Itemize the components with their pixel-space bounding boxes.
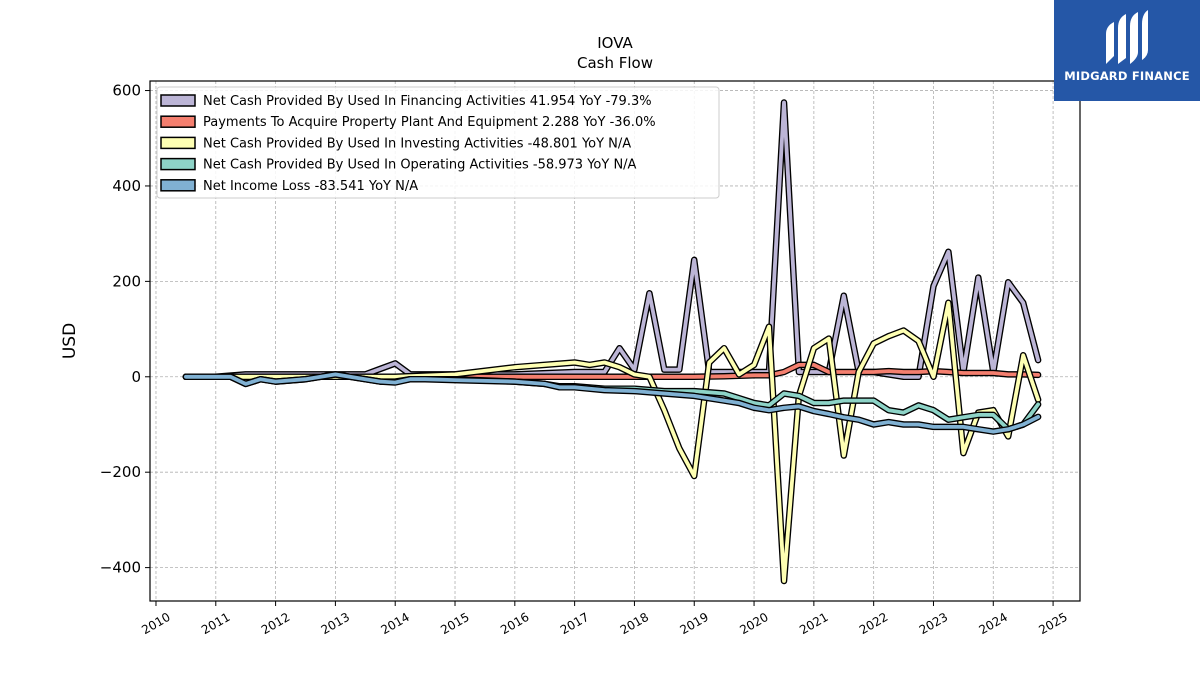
chart-subtitle: Cash Flow xyxy=(577,54,653,72)
series-4 xyxy=(182,371,1042,435)
legend-item: Net Cash Provided By Used In Operating A… xyxy=(160,157,637,173)
y-tick-label: −200 xyxy=(100,463,141,481)
series-line xyxy=(184,100,1040,379)
midgard-logo-icon xyxy=(1106,10,1148,64)
legend-swatch xyxy=(160,157,196,171)
series-line xyxy=(184,300,1040,583)
x-tick-label: 2020 xyxy=(737,610,770,637)
series-0 xyxy=(182,99,1042,381)
plot-frame xyxy=(149,80,1081,602)
x-tick-label: 2016 xyxy=(498,610,531,637)
y-tick-label: 600 xyxy=(112,82,141,100)
series-2 xyxy=(182,299,1042,585)
series-lines xyxy=(182,99,1042,585)
legend-item: Net Income Loss -83.541 YoY N/A xyxy=(160,179,418,194)
chart-title: IOVA xyxy=(597,34,633,52)
x-tick-label: 2019 xyxy=(678,610,711,637)
legend-item: Net Cash Provided By Used In Financing A… xyxy=(160,94,652,109)
x-tick-label: 2014 xyxy=(378,610,411,637)
series-line xyxy=(184,372,1040,432)
y-axis-label: USD xyxy=(60,323,80,359)
series-line-outline xyxy=(182,371,1042,433)
y-tick-label: 0 xyxy=(131,368,141,386)
series-3 xyxy=(182,371,1042,433)
series-line xyxy=(184,372,1040,434)
legend-label: Net Cash Provided By Used In Operating A… xyxy=(203,158,637,173)
x-tick-label: 2011 xyxy=(199,610,232,637)
midgard-finance-logo: MIDGARD FINANCE xyxy=(1054,0,1200,101)
legend-box xyxy=(156,86,720,199)
x-tick-label: 2015 xyxy=(438,610,471,637)
x-tick-label: 2025 xyxy=(1036,610,1069,637)
x-tick-label: 2010 xyxy=(139,610,172,637)
series-line-outline xyxy=(182,299,1042,585)
x-tick-label: 2022 xyxy=(857,610,890,637)
x-tick-label: 2013 xyxy=(319,610,352,637)
legend-label: Net Cash Provided By Used In Financing A… xyxy=(203,94,652,109)
legend-label: Net Cash Provided By Used In Investing A… xyxy=(203,136,631,151)
legend-item: Payments To Acquire Property Plant And E… xyxy=(160,115,656,130)
y-tick-label: −400 xyxy=(100,559,141,577)
x-tick-label: 2012 xyxy=(259,610,292,637)
y-tick-label: 200 xyxy=(112,272,141,290)
legend-label: Net Income Loss -83.541 YoY N/A xyxy=(203,179,418,194)
legend: Net Cash Provided By Used In Financing A… xyxy=(156,86,720,199)
legend-swatch xyxy=(160,136,196,150)
x-tick-label: 2024 xyxy=(977,610,1010,637)
logo-text: MIDGARD FINANCE xyxy=(1064,69,1190,83)
legend-item: Net Cash Provided By Used In Investing A… xyxy=(160,136,631,151)
x-tick-label: 2018 xyxy=(618,610,651,637)
x-tick-label: 2017 xyxy=(558,610,591,637)
legend-swatch xyxy=(160,115,196,128)
x-tick-label: 2021 xyxy=(797,610,830,637)
legend-swatch xyxy=(160,94,196,107)
legend-label: Payments To Acquire Property Plant And E… xyxy=(203,115,656,130)
legend-swatch xyxy=(160,179,196,192)
x-tick-label: 2023 xyxy=(917,610,950,637)
y-tick-label: 400 xyxy=(112,177,141,195)
